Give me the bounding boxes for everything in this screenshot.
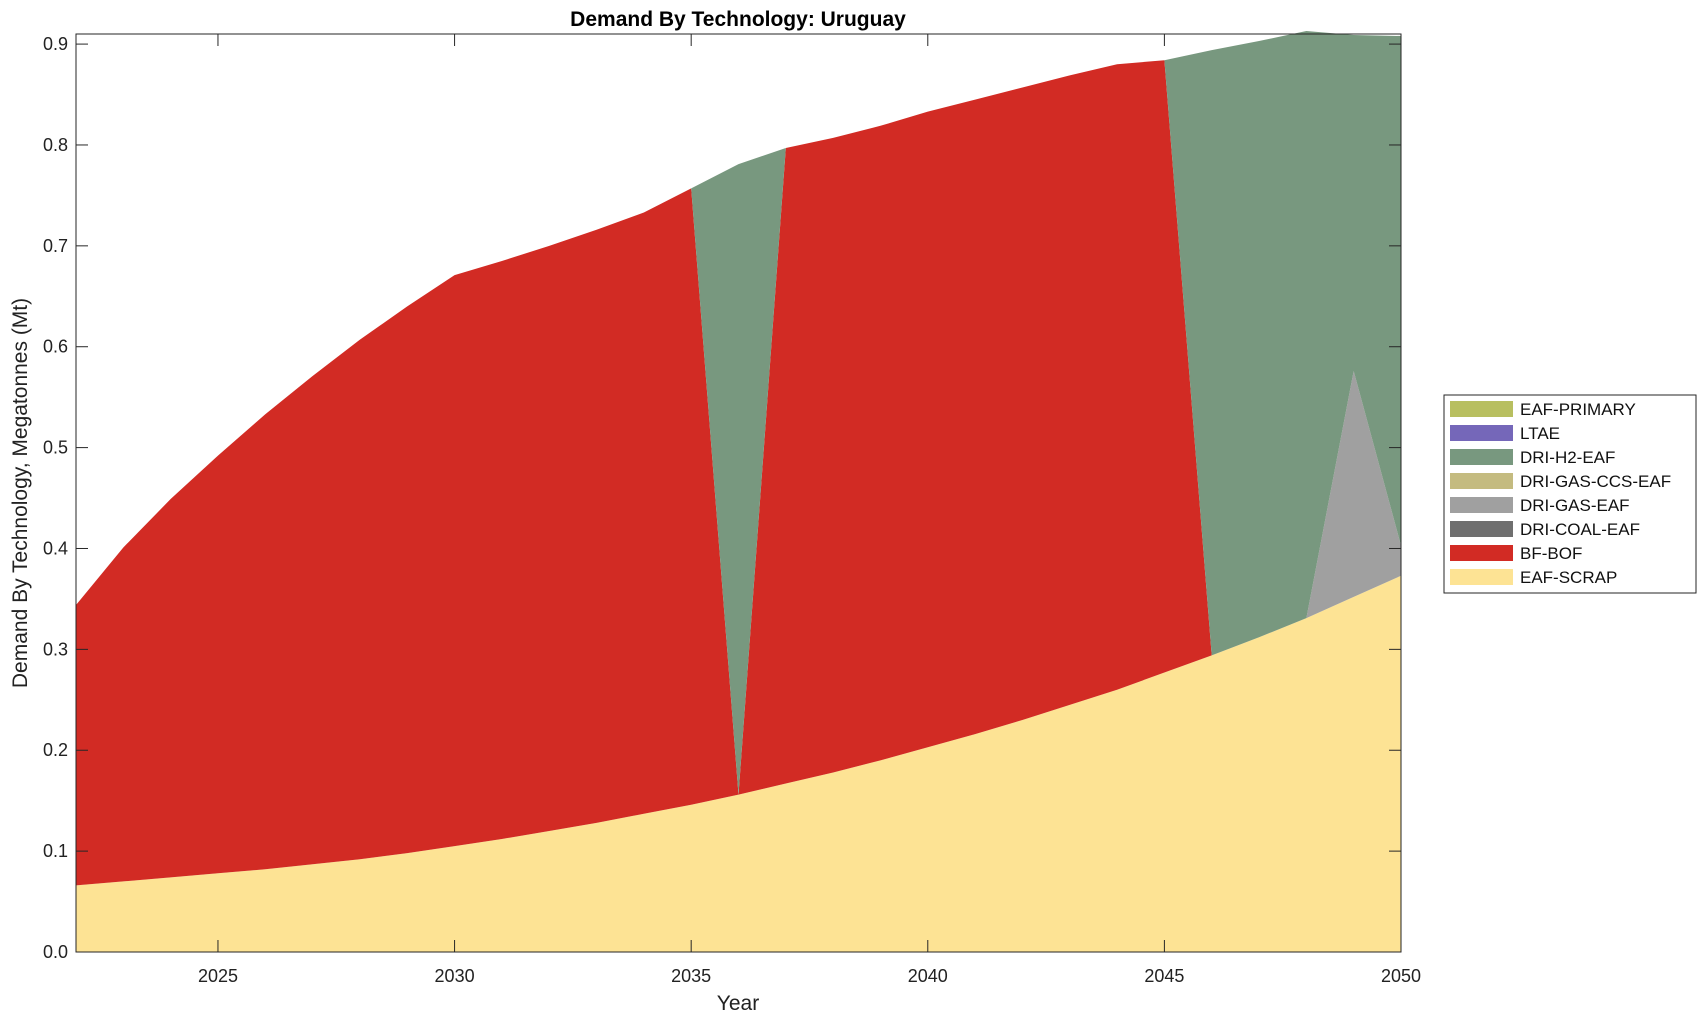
- x-tick-label: 2025: [198, 966, 238, 986]
- area-dri-h2-eaf: [76, 30, 1401, 795]
- legend-swatch-dri-gas-eaf: [1450, 497, 1513, 513]
- x-tick-label: 2035: [671, 966, 711, 986]
- legend-swatch-dri-coal-eaf: [1450, 521, 1513, 537]
- y-tick-label: 0.8: [43, 135, 68, 155]
- x-tick-label: 2045: [1144, 966, 1184, 986]
- legend-label-dri-coal-eaf: DRI-COAL-EAF: [1520, 520, 1640, 539]
- legend-label-ltae: LTAE: [1520, 424, 1560, 443]
- x-tick-label: 2030: [435, 966, 475, 986]
- y-tick-label: 0.7: [43, 236, 68, 256]
- legend-box: [1443, 394, 1697, 594]
- legend-label-bf-bof: BF-BOF: [1520, 544, 1582, 563]
- legend-swatch-ltae: [1450, 425, 1513, 441]
- legend: EAF-PRIMARY LTAE DRI-H2-EAF DRI-GAS-CCS-EAF…: [1443, 394, 1697, 594]
- y-axis-label: Demand By Technology, Megatonnes (Mt): [9, 298, 32, 688]
- y-tick-label: 0.9: [43, 34, 68, 54]
- legend-label-dri-h2-eaf: DRI-H2-EAF: [1520, 448, 1615, 467]
- y-tick-label: 0.3: [43, 639, 68, 659]
- legend-swatch-eaf-primary: [1450, 401, 1513, 417]
- chart-title: Demand By Technology: Uruguay: [570, 8, 906, 31]
- legend-label-eaf-scrap: EAF-SCRAP: [1520, 568, 1617, 587]
- legend-label-dri-gas-eaf: DRI-GAS-EAF: [1520, 496, 1630, 515]
- plot-frame: [75, 33, 1402, 953]
- y-tick-label: 0.5: [43, 438, 68, 458]
- legend-label-eaf-primary: EAF-PRIMARY: [1520, 400, 1636, 419]
- x-tick-label: 2050: [1381, 966, 1421, 986]
- area-layers: [76, 30, 1401, 952]
- x-axis: 2025 2030 2035 2040 2045 2050: [198, 34, 1421, 986]
- legend-label-dri-gas-ccs-eaf: DRI-GAS-CCS-EAF: [1520, 472, 1671, 491]
- legend-swatch-bf-bof: [1450, 545, 1513, 561]
- y-tick-label: 0.0: [43, 942, 68, 962]
- x-tick-label: 2040: [908, 966, 948, 986]
- y-axis: 0.0 0.1 0.2 0.3 0.4 0.5 0.6 0.7 0.8 0.9: [43, 34, 1401, 962]
- y-tick-label: 0.2: [43, 740, 68, 760]
- y-tick-label: 0.4: [43, 538, 68, 558]
- y-tick-label: 0.1: [43, 841, 68, 861]
- legend-swatch-eaf-scrap: [1450, 569, 1513, 585]
- area-bf-bof: [76, 60, 1401, 886]
- area-eaf-scrap: [76, 575, 1401, 952]
- legend-swatch-dri-h2-eaf: [1450, 449, 1513, 465]
- x-axis-label: Year: [717, 992, 759, 1015]
- y-tick-label: 0.6: [43, 337, 68, 357]
- legend-swatch-dri-gas-ccs-eaf: [1450, 473, 1513, 489]
